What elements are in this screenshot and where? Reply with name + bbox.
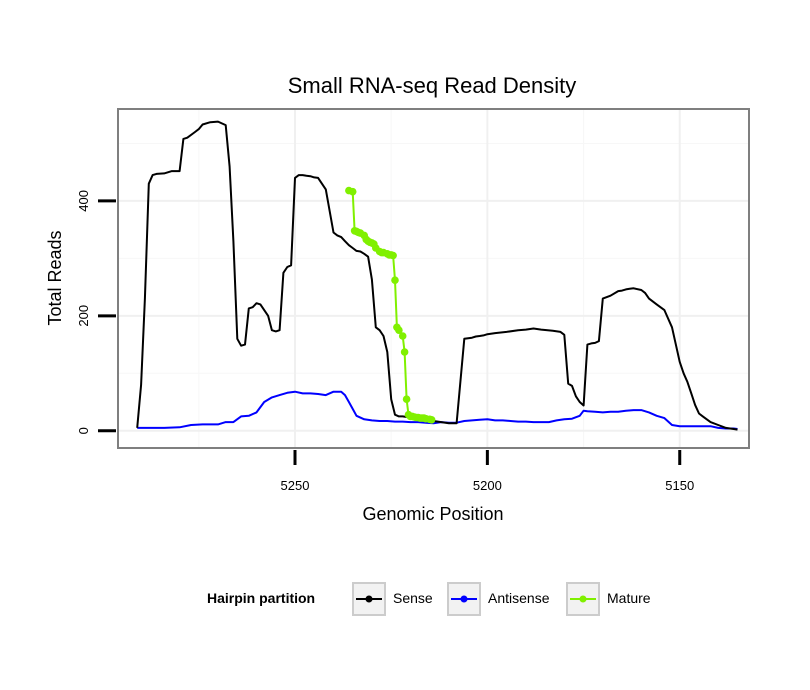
legend: Hairpin partition Sense Antisense Mature — [207, 582, 651, 616]
legend-dot-mature — [579, 595, 587, 603]
legend-label-mature: Mature — [607, 590, 651, 606]
x-tick-label: 5250 — [281, 478, 310, 493]
y-tick-label: 400 — [76, 190, 91, 212]
legend-entry-antisense: Antisense — [447, 582, 550, 616]
x-tick-label: 5200 — [473, 478, 502, 493]
data-point-mature — [348, 187, 357, 196]
data-point-mature — [427, 416, 436, 424]
data-point-mature — [395, 326, 403, 335]
data-point-mature — [402, 395, 411, 404]
y-axis: 0 200 400 — [76, 190, 116, 434]
legend-dot-antisense — [460, 595, 468, 603]
series-line-sense — [136, 120, 738, 431]
series-layer — [136, 120, 738, 431]
legend-label-antisense: Antisense — [488, 590, 550, 606]
data-point-mature — [400, 348, 409, 356]
legend-label-sense: Sense — [393, 590, 433, 606]
y-axis-title: Total Reads — [45, 230, 65, 325]
legend-entry-sense: Sense — [352, 582, 433, 616]
series-mature — [345, 186, 436, 424]
data-point-mature — [389, 251, 397, 260]
plot-panel — [118, 109, 749, 448]
y-tick-label: 0 — [76, 427, 91, 434]
x-axis-title: Genomic Position — [362, 504, 503, 524]
plot-border — [117, 108, 750, 449]
x-tick-label: 5150 — [665, 478, 694, 493]
x-axis: 5250 5200 5150 — [281, 450, 694, 493]
series-sense — [136, 120, 738, 431]
data-point-mature — [398, 332, 407, 340]
legend-dot-sense — [365, 595, 373, 603]
y-tick-label: 200 — [76, 305, 91, 327]
grid-lines — [118, 109, 749, 448]
legend-title: Hairpin partition — [207, 590, 315, 606]
legend-entry-mature: Mature — [566, 582, 651, 616]
data-point-mature — [391, 276, 399, 285]
chart-title: Small RNA-seq Read Density — [288, 73, 577, 98]
